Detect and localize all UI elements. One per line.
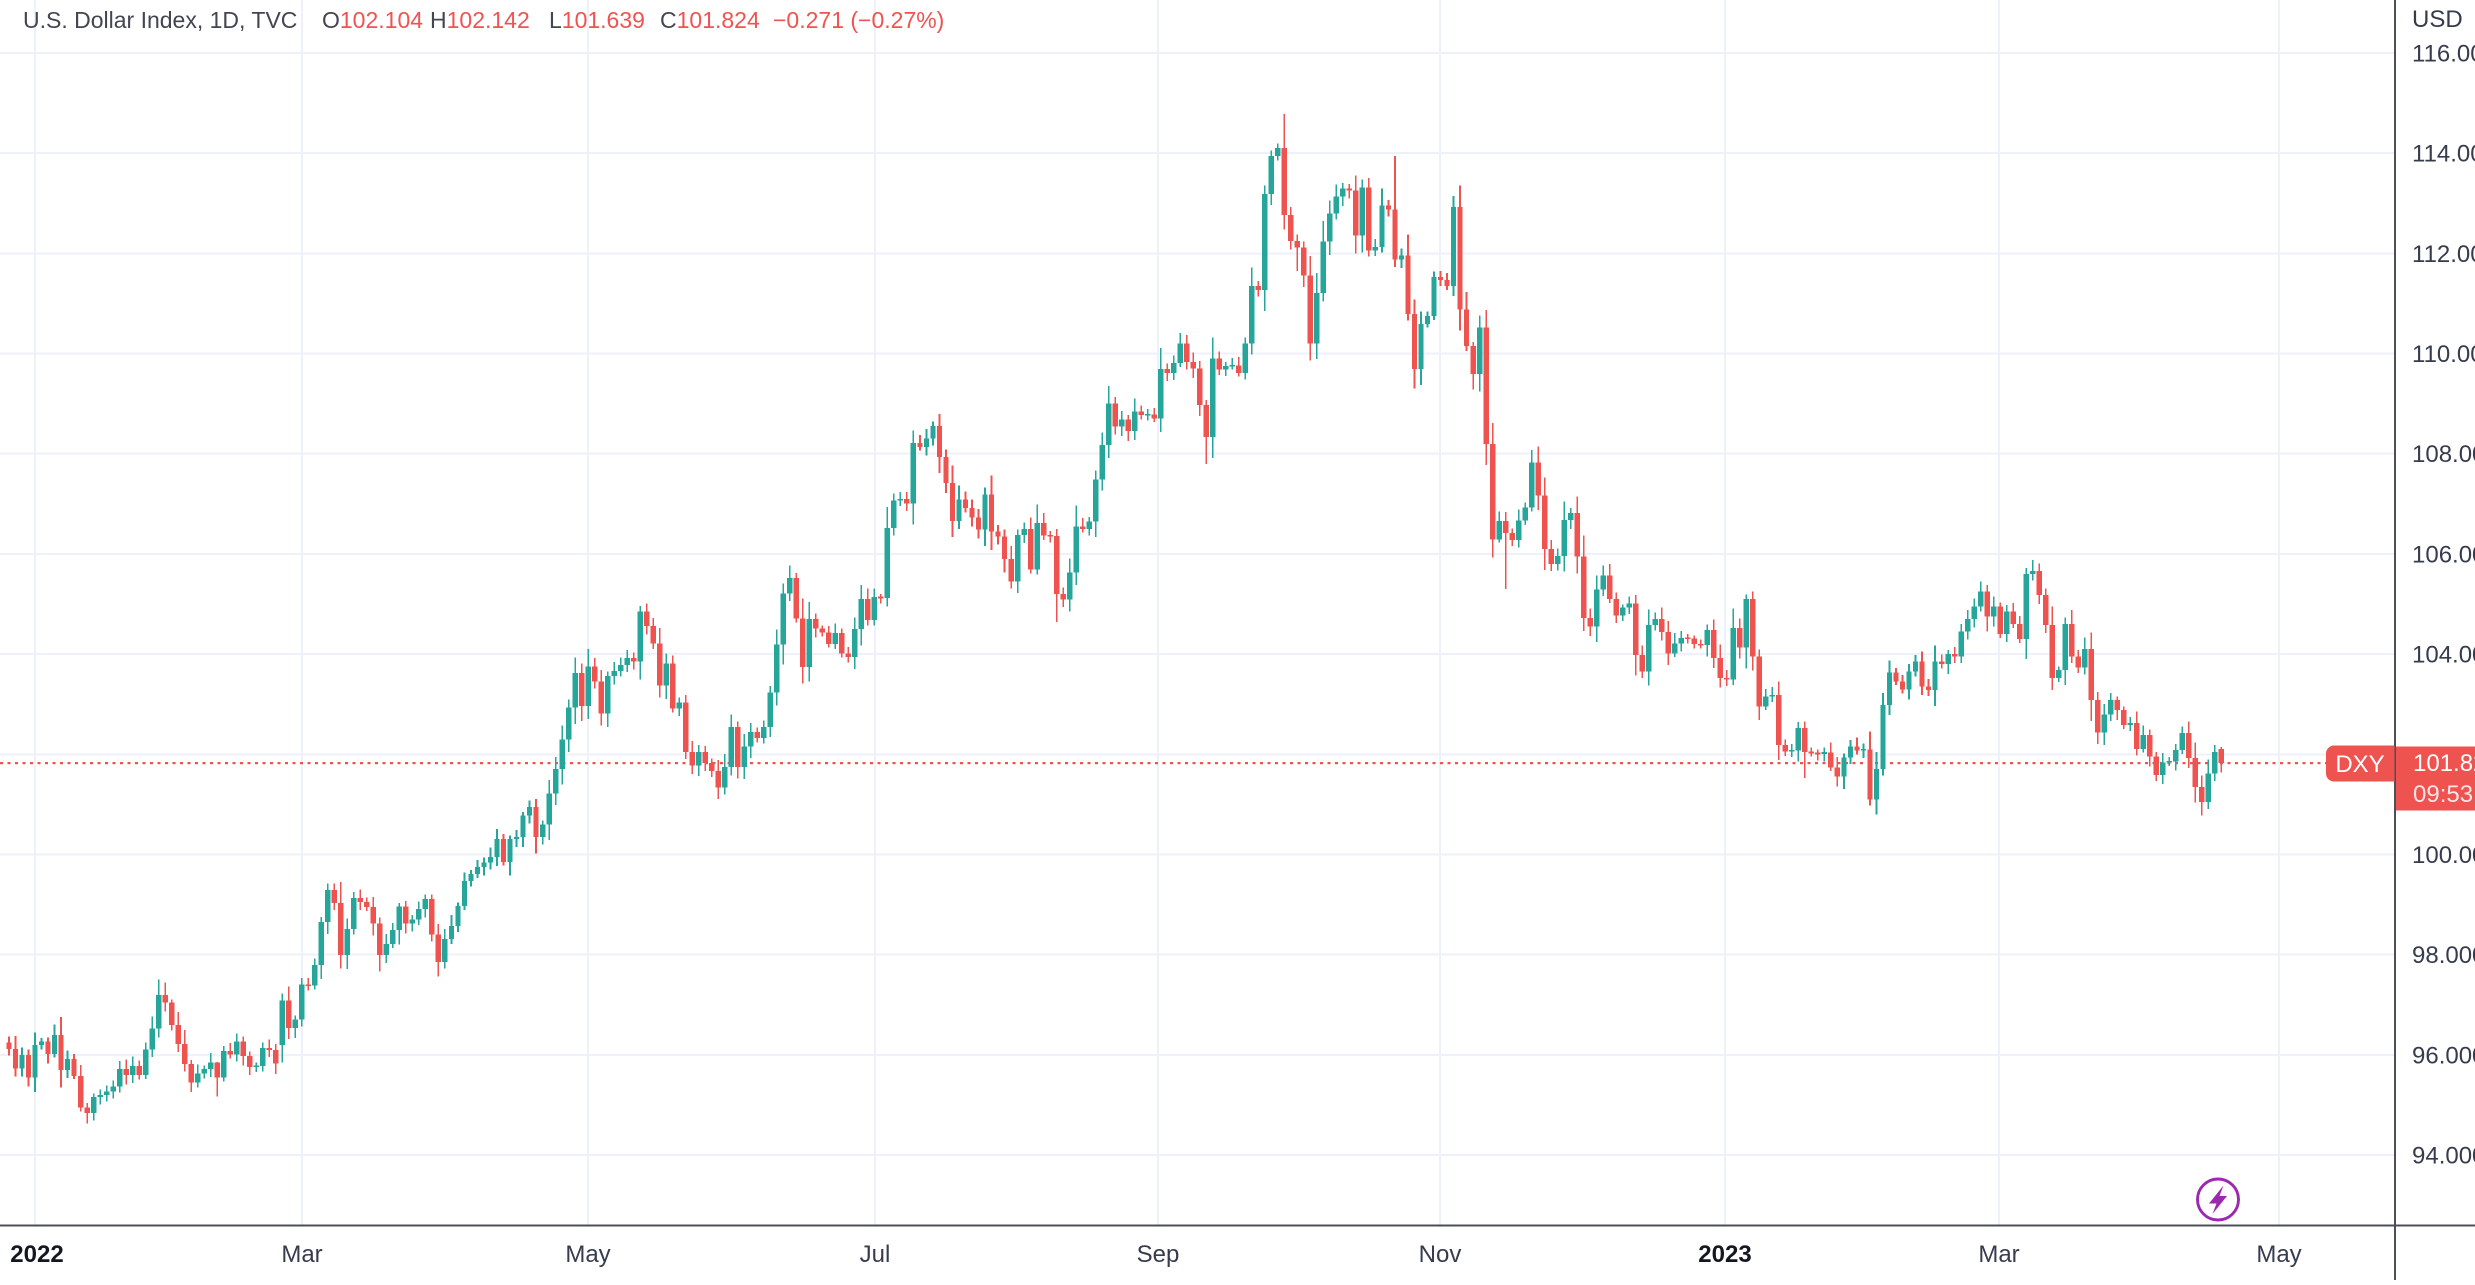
svg-text:L101.639: L101.639: [549, 7, 645, 33]
svg-text:2022: 2022: [10, 1241, 63, 1268]
svg-text:Jul: Jul: [860, 1241, 891, 1268]
svg-text:H102.142: H102.142: [430, 7, 530, 33]
svg-text:O102.104: O102.104: [322, 7, 423, 33]
svg-text:09:53:28: 09:53:28: [2413, 781, 2475, 808]
svg-text:100.00: 100.00: [2412, 842, 2475, 869]
svg-text:Nov: Nov: [1419, 1241, 1462, 1268]
svg-text:108.00: 108.00: [2412, 441, 2475, 468]
svg-text:101.824: 101.824: [2413, 750, 2475, 777]
svg-text:May: May: [2256, 1241, 2301, 1268]
svg-text:96.000: 96.000: [2412, 1042, 2475, 1069]
svg-text:Mar: Mar: [281, 1241, 322, 1268]
svg-text:94.000: 94.000: [2412, 1143, 2475, 1170]
svg-text:−0.271 (−0.27%): −0.271 (−0.27%): [773, 7, 944, 33]
svg-text:114.00: 114.00: [2412, 141, 2475, 168]
svg-text:2023: 2023: [1698, 1241, 1751, 1268]
svg-text:May: May: [565, 1241, 610, 1268]
svg-text:98.000: 98.000: [2412, 942, 2475, 969]
svg-text:USD: USD: [2412, 6, 2463, 33]
svg-text:112.00: 112.00: [2412, 241, 2475, 268]
svg-text:116.00: 116.00: [2412, 41, 2475, 68]
svg-text:C101.824: C101.824: [660, 7, 760, 33]
svg-text:110.00: 110.00: [2412, 341, 2475, 368]
svg-text:106.00: 106.00: [2412, 541, 2475, 568]
svg-text:Sep: Sep: [1137, 1241, 1180, 1268]
svg-text:104.00: 104.00: [2412, 642, 2475, 669]
svg-text:Mar: Mar: [1978, 1241, 2019, 1268]
svg-text:DXY: DXY: [2335, 751, 2384, 778]
svg-text:U.S. Dollar Index, 1D, TVC: U.S. Dollar Index, 1D, TVC: [23, 7, 297, 33]
